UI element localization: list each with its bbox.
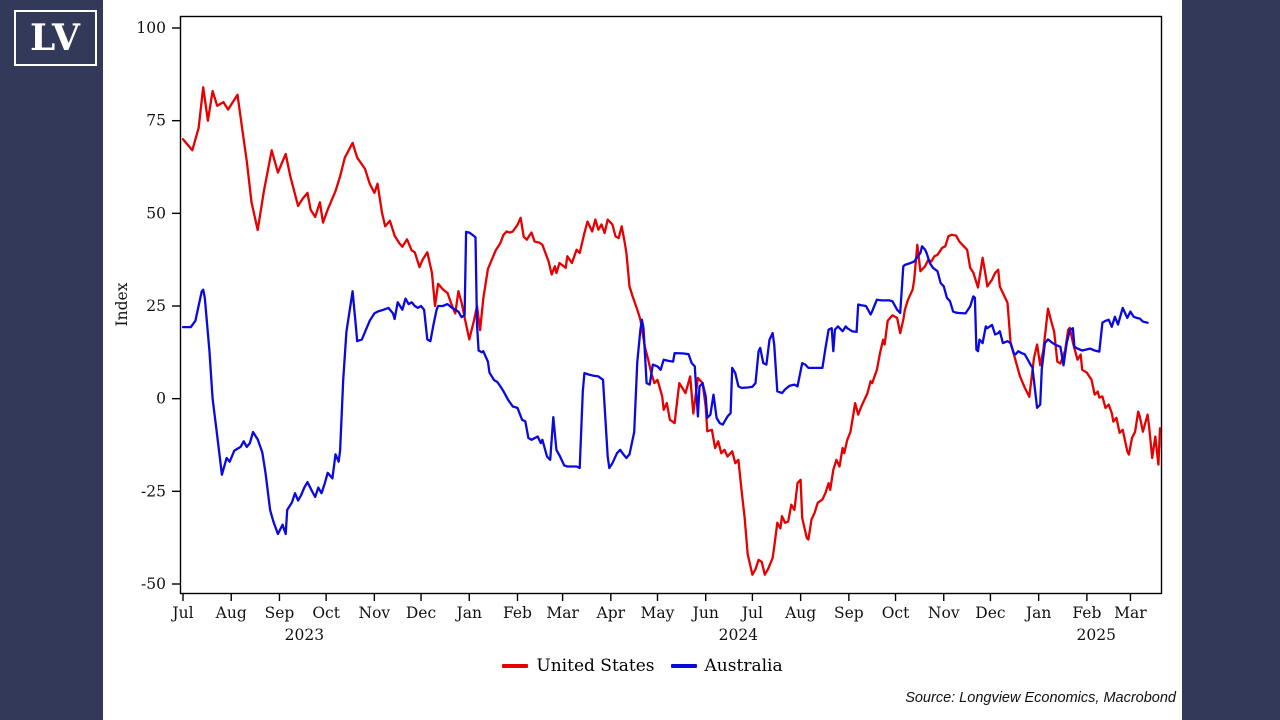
chart-legend: United States Australia (103, 656, 1182, 676)
lv-logo-text: LV (30, 17, 81, 59)
chart-card (103, 0, 1182, 720)
australia-legend-label: Australia (704, 656, 783, 676)
united-states-legend-swatch (502, 664, 529, 668)
legend-item-australia: Australia (670, 656, 783, 676)
united-states-legend-label: United States (536, 656, 655, 676)
source-note: Source: Longview Economics, Macrobond (905, 690, 1176, 706)
legend-item-united-states: United States (502, 656, 655, 676)
australia-legend-swatch (670, 664, 697, 668)
lv-logo: LV (14, 10, 97, 66)
